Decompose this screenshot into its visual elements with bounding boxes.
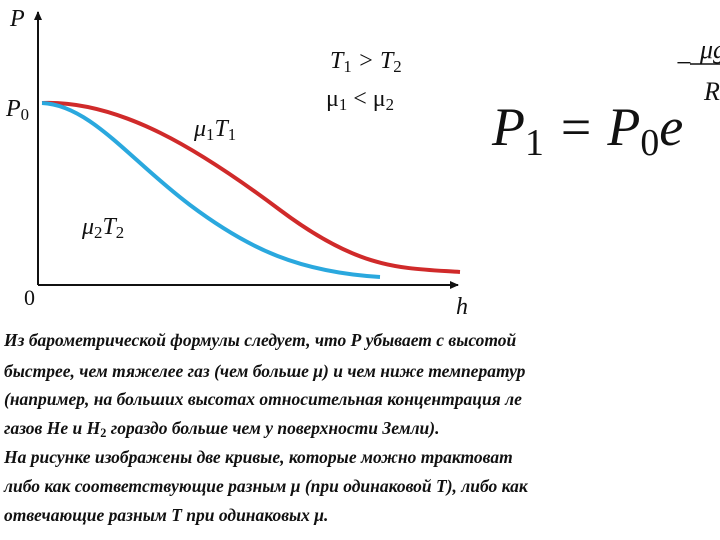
text-part: Из барометрической формулы следует, что … <box>3 330 517 350</box>
curve-1-label: μ1T1 <box>193 116 236 144</box>
paragraph-line: отвечающие разным Т при одинаковых μ. <box>4 505 328 525</box>
text-part: < μ <box>347 86 385 112</box>
text-part: На рисунке изображены две кривые, которы… <box>3 447 513 467</box>
subscript: 2 <box>386 95 394 114</box>
formula: P1 = P0e <box>491 97 683 164</box>
paragraph-line: На рисунке изображены две кривые, которы… <box>3 447 513 467</box>
text-part: e <box>659 97 683 157</box>
subscript: 2 <box>393 57 401 76</box>
text-part: (например, на больших высотах относитель… <box>4 389 522 409</box>
curve-red <box>41 100 461 274</box>
text-part: P <box>5 96 21 122</box>
text-part: газов Не и Н <box>4 418 102 438</box>
subscript: 0 <box>640 122 659 164</box>
condition-2: μ1 < μ2 <box>326 86 394 114</box>
paragraph: Из барометрической формулы следует, что … <box>3 330 529 525</box>
exponent-numerator: μg <box>699 35 720 64</box>
exponent-denominator: R <box>703 77 720 106</box>
text-part: T <box>102 214 117 240</box>
text-part: P <box>491 97 525 157</box>
exponent-sign: − <box>676 48 692 79</box>
subscript: 1 <box>343 57 351 76</box>
text-part: μ <box>193 116 206 142</box>
subscript: 1 <box>228 125 236 144</box>
subscript: 2 <box>94 223 102 242</box>
paragraph-line: либо как соответствующие разным μ (при о… <box>3 476 529 496</box>
paragraph-line: газов Не и Н2 гораздо больше чем у повер… <box>4 418 439 440</box>
condition-1: T1 > T2 <box>330 48 402 76</box>
text-part: μ <box>326 86 339 112</box>
text-part: гораздо больше чем у поверхности Земли). <box>106 418 439 438</box>
subscript: 2 <box>116 223 124 242</box>
subscript: 1 <box>525 122 544 164</box>
text-part: быстрее, чем тяжелее газ (чем больше μ) … <box>4 361 526 381</box>
text-part: отвечающие разным Т при одинаковых μ. <box>4 505 328 525</box>
paragraph-line: (например, на больших высотах относитель… <box>4 389 522 409</box>
subscript: 1 <box>206 125 214 144</box>
p0-label: P0 <box>5 96 29 124</box>
text-part: либо как соответствующие разным μ (при о… <box>3 476 529 496</box>
curve-2-label: μ2T2 <box>81 214 124 242</box>
paragraph-line: быстрее, чем тяжелее газ (чем больше μ) … <box>4 361 526 381</box>
subscript: 0 <box>21 105 29 124</box>
paragraph-line: Из барометрической формулы следует, что … <box>3 330 517 350</box>
text-part: = P <box>544 97 640 157</box>
subscript: 1 <box>339 95 347 114</box>
origin-label: 0 <box>24 285 35 310</box>
text-part: T <box>214 116 229 142</box>
x-label: h <box>456 294 468 320</box>
text-part: > T <box>352 48 395 74</box>
y-label: P <box>9 6 25 32</box>
text-part: μ <box>81 214 94 240</box>
text-part: T <box>330 48 345 74</box>
subscript: 2 <box>100 426 106 440</box>
curve-blue <box>41 101 381 279</box>
